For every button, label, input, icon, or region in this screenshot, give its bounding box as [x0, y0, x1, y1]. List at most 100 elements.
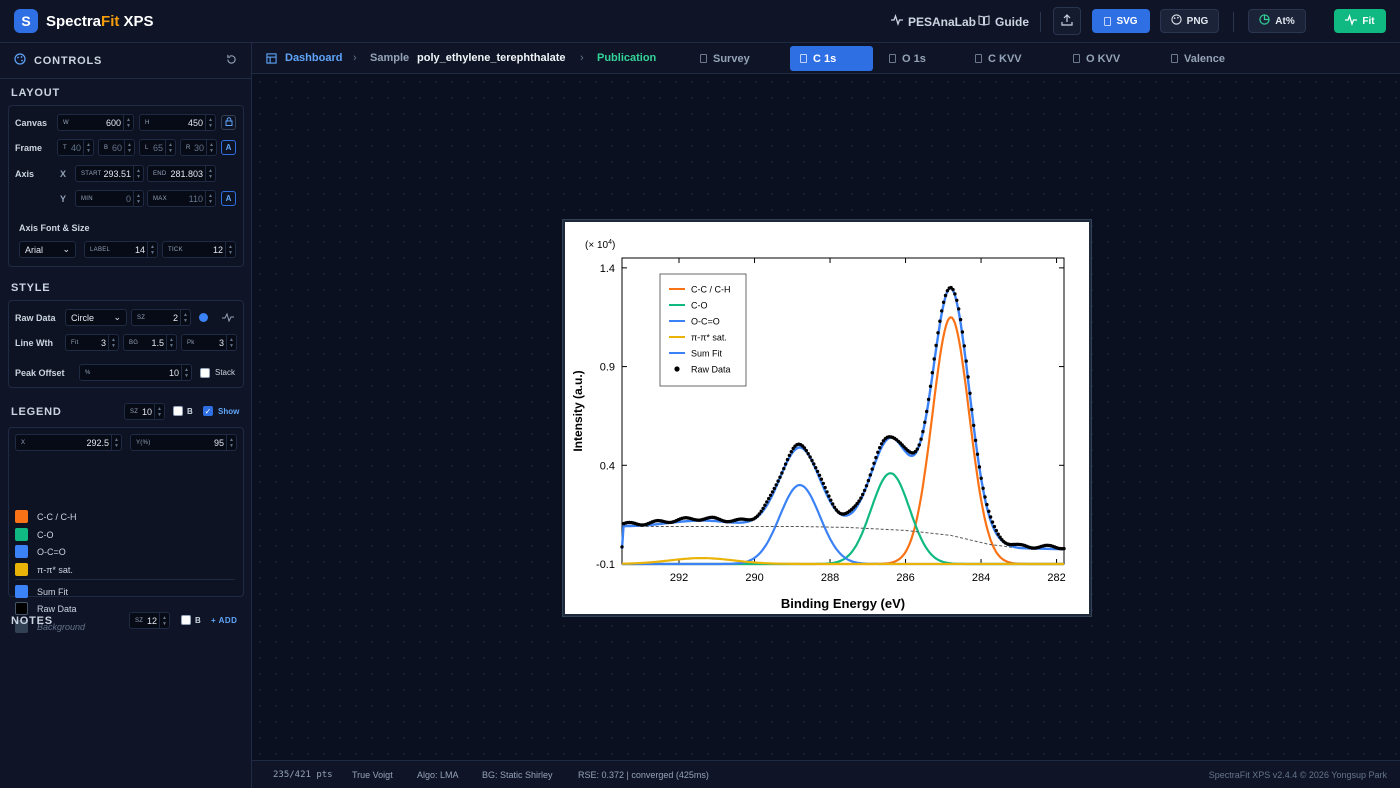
- axis-x-end-input[interactable]: END 281.803 ▲ ▼: [147, 165, 216, 182]
- legend-item[interactable]: C-O: [15, 528, 54, 541]
- breadcrumb-sample-name[interactable]: poly_ethylene_terephthalate: [417, 52, 566, 64]
- legend-size-input[interactable]: SZ 10 ▲ ▼: [124, 403, 165, 420]
- raw-data-point: [755, 514, 760, 518]
- legend-color-swatch[interactable]: [15, 563, 28, 576]
- pesanalab-link[interactable]: PESAnaLab: [891, 13, 976, 29]
- raw-data-point: [770, 490, 775, 494]
- tab-survey[interactable]: Survey: [690, 46, 760, 71]
- x-axis-label: Binding Energy (eV): [781, 596, 905, 611]
- legend-y-input[interactable]: Y(%) 95 ▲ ▼: [130, 434, 237, 451]
- export-png-button[interactable]: PNG: [1160, 9, 1219, 33]
- fit-line-width-input[interactable]: Fit 3 ▲ ▼: [65, 334, 119, 351]
- app-brand: SpectraFit XPS: [46, 13, 154, 30]
- raw-data-point: [977, 465, 982, 469]
- tab-valence[interactable]: Valence: [1161, 46, 1235, 71]
- canvas-label: Canvas: [15, 118, 48, 128]
- raw-data-point: [783, 462, 788, 466]
- legend-show-checkbox[interactable]: ✓: [203, 406, 213, 416]
- legend-color-swatch[interactable]: [15, 510, 28, 523]
- plot-card[interactable]: 292 290 288 286 284 282 -0.1 0.4 0.9 1.4 Binding E…: [563, 220, 1091, 616]
- add-note-button[interactable]: + ADD: [211, 616, 238, 625]
- raw-data-point: [768, 493, 773, 497]
- reset-icon[interactable]: [226, 54, 237, 68]
- tab-ckvv[interactable]: C KVV: [965, 46, 1032, 71]
- raw-data-point: [787, 453, 792, 458]
- legend-color-swatch[interactable]: [15, 528, 28, 541]
- chart-legend-box: [659, 273, 747, 387]
- marker-color-swatch[interactable]: [199, 313, 208, 322]
- notes-bold-checkbox[interactable]: [181, 615, 191, 625]
- axis-font-select[interactable]: Arial ⌄: [19, 241, 76, 258]
- legend-color-swatch[interactable]: [15, 602, 28, 615]
- peak-component-line: [622, 557, 1064, 566]
- stack-checkbox[interactable]: [200, 368, 210, 378]
- raw-data-point: [831, 502, 835, 506]
- legend-section-title: LEGEND: [11, 406, 62, 418]
- axis-label-size-input[interactable]: LABEL 14 ▲ ▼: [84, 241, 158, 258]
- raw-data-point: [988, 515, 993, 519]
- axis-x-start-input[interactable]: START 293.51 ▲ ▼: [75, 165, 144, 182]
- canvas-height-input[interactable]: H 450 ▲ ▼: [139, 114, 216, 131]
- legend-item[interactable]: Sum Fit: [15, 585, 68, 598]
- raw-data-point: [859, 496, 863, 500]
- breadcrumb-publication[interactable]: Publication: [597, 52, 657, 64]
- legend-item[interactable]: Background: [15, 620, 85, 633]
- tab-c1s[interactable]: C 1s: [790, 46, 873, 71]
- axis-auto-button[interactable]: A: [221, 191, 236, 206]
- raw-data-point: [829, 498, 833, 502]
- book-icon: [978, 14, 990, 29]
- raw-data-point: [992, 524, 997, 529]
- atomic-percent-button[interactable]: At%: [1248, 9, 1306, 33]
- marker-size-input[interactable]: SZ 2 ▲ ▼: [131, 309, 191, 326]
- peak-line-width-input[interactable]: Pk 3 ▲ ▼: [181, 334, 237, 351]
- legend-item[interactable]: π-π* sat.: [15, 563, 73, 576]
- chevron-right-icon: ›: [580, 52, 584, 64]
- raw-data-point: [778, 475, 782, 479]
- legend-color-swatch[interactable]: [15, 545, 28, 558]
- notes-size-input[interactable]: SZ 12 ▲ ▼: [129, 612, 170, 629]
- raw-data-point: [761, 506, 765, 511]
- peak-offset-input[interactable]: % 10 ▲ ▼: [79, 364, 192, 381]
- palette-icon: [14, 53, 26, 68]
- export-svg-button[interactable]: SVG: [1092, 9, 1150, 33]
- tab-o1s[interactable]: O 1s: [879, 46, 936, 71]
- marker-select[interactable]: Circle ⌄: [65, 309, 127, 326]
- legend-x-input[interactable]: X 292.5 ▲ ▼: [15, 434, 122, 451]
- legend-item-label: Background: [37, 621, 86, 632]
- raw-data-point: [913, 449, 918, 454]
- frame-auto-button[interactable]: A: [221, 140, 236, 155]
- axis-y-max-input[interactable]: MAX 110 ▲ ▼: [147, 190, 216, 207]
- file-icon: [1104, 16, 1112, 26]
- bg-line-width-input[interactable]: BG 1.5 ▲ ▼: [123, 334, 177, 351]
- fit-button[interactable]: Fit: [1334, 9, 1386, 33]
- line-style-icon[interactable]: [222, 311, 234, 326]
- raw-data-point: [827, 494, 831, 498]
- upload-button[interactable]: [1053, 7, 1081, 35]
- axis-tick-size-input[interactable]: TICK 12 ▲ ▼: [162, 241, 236, 258]
- upload-icon: [1061, 13, 1073, 29]
- lock-aspect-button[interactable]: [221, 115, 236, 130]
- legend-item[interactable]: C-C / C-H: [15, 510, 77, 523]
- axis-y-min-input[interactable]: MIN 0 ▲ ▼: [75, 190, 144, 207]
- raw-data-point: [941, 300, 946, 304]
- frame-right-input[interactable]: R 30 ▲ ▼: [180, 139, 217, 156]
- legend-item[interactable]: Raw Data: [15, 602, 77, 615]
- status-bar: 235/421 pts True Voigt Algo: LMA BG: Sta…: [252, 760, 1400, 788]
- legend-bold-checkbox[interactable]: [173, 406, 183, 416]
- guide-link[interactable]: Guide: [978, 14, 1029, 29]
- breadcrumb-dashboard[interactable]: Dashboard: [285, 52, 343, 64]
- legend-color-swatch[interactable]: [15, 620, 28, 633]
- frame-left-input[interactable]: L 65 ▲ ▼: [139, 139, 176, 156]
- notes-section-title: NOTES: [11, 615, 53, 627]
- raw-data-point: [812, 462, 816, 466]
- divider: [15, 579, 235, 580]
- frame-bottom-input[interactable]: B 60 ▲ ▼: [98, 139, 135, 156]
- legend-color-swatch[interactable]: [15, 585, 28, 598]
- raw-data-point: [814, 466, 818, 470]
- frame-top-input[interactable]: T 40 ▲ ▼: [57, 139, 94, 156]
- background-line: [621, 526, 1064, 550]
- style-section-title: STYLE: [11, 282, 51, 294]
- legend-item[interactable]: O-C=O: [15, 545, 66, 558]
- tab-okvv[interactable]: O KVV: [1063, 46, 1130, 71]
- canvas-width-input[interactable]: W 600 ▲ ▼: [57, 114, 134, 131]
